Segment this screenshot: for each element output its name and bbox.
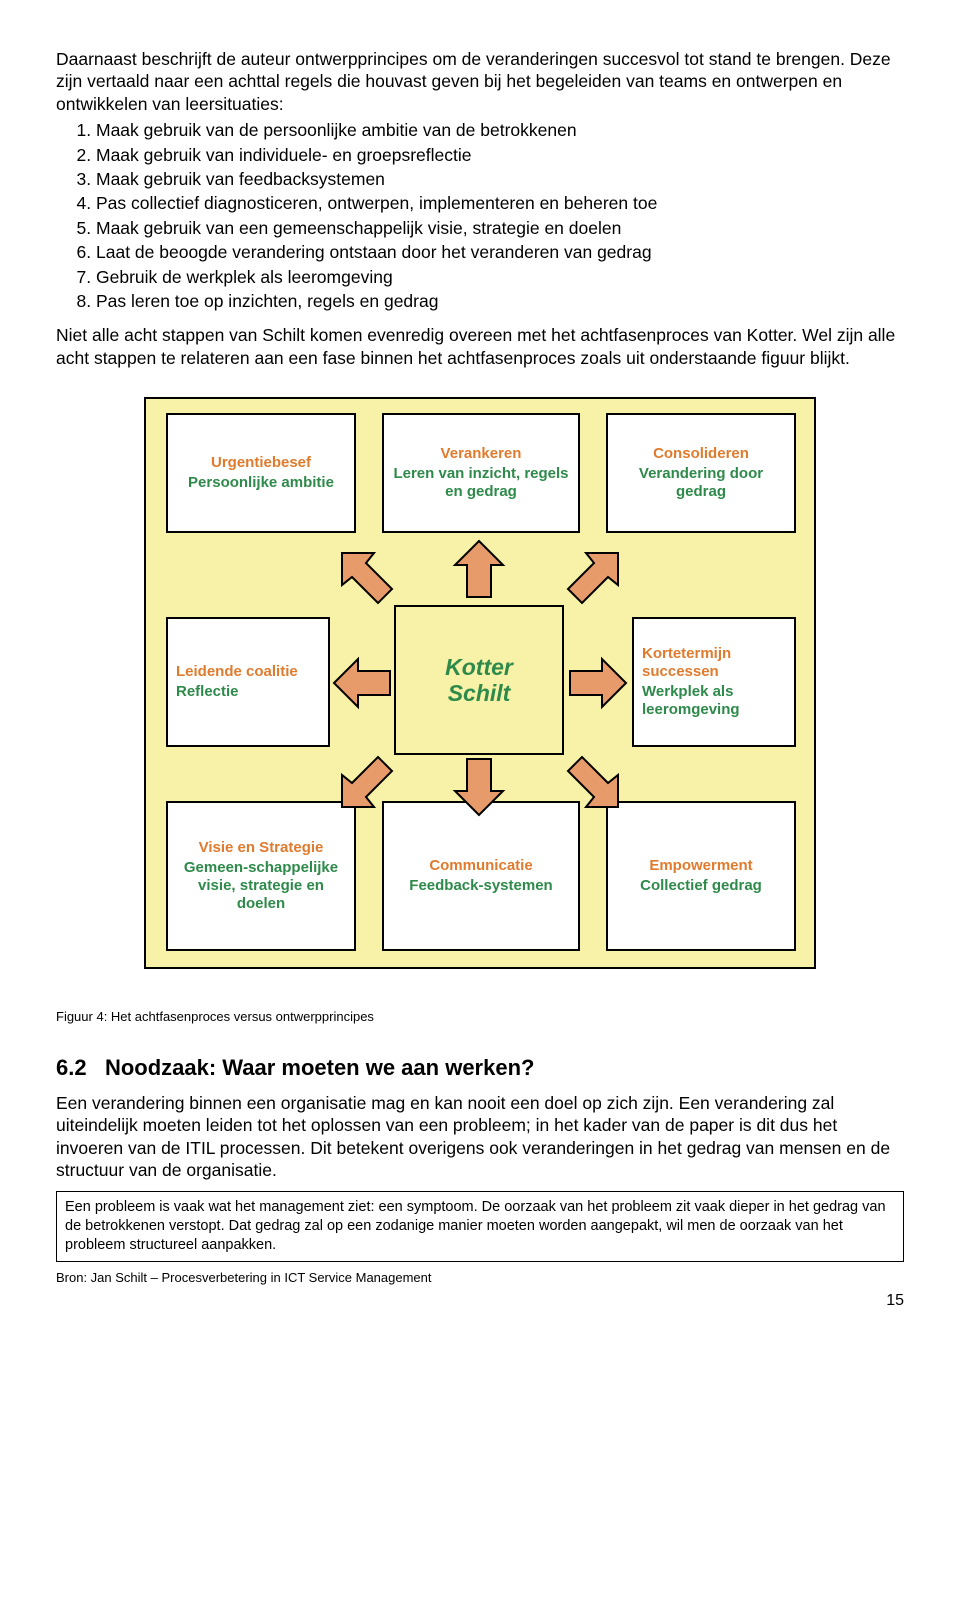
intro-paragraph-1: Daarnaast beschrijft de auteur ontwerppr… — [56, 48, 904, 115]
box-center-kotter-schilt: Kotter Schilt — [394, 605, 564, 755]
arrow-up-icon — [449, 539, 509, 599]
figure-caption: Figuur 4: Het achtfasenproces versus ont… — [56, 1009, 904, 1026]
arrow-up-right-icon — [562, 549, 622, 609]
arrow-down-left-icon — [338, 751, 398, 811]
box-consolideren: Consolideren Verandering door gedrag — [606, 413, 796, 533]
box-title: Verankeren — [441, 445, 522, 463]
list-item: Maak gebruik van individuele- en groepsr… — [96, 144, 904, 166]
arrow-up-left-icon — [338, 549, 398, 609]
center-line-2: Schilt — [448, 680, 511, 706]
box-leidende-coalitie: Leidende coalitie Reflectie — [166, 617, 330, 747]
list-item: Pas leren toe op inzichten, regels en ge… — [96, 290, 904, 312]
box-subtitle: Gemeen-schappelijke visie, strategie en … — [176, 859, 346, 913]
box-title: Urgentiebesef — [211, 454, 311, 472]
box-title: Kortetermijn successen — [642, 645, 786, 681]
kotter-schilt-diagram: Urgentiebesef Persoonlijke ambitie Veran… — [144, 397, 816, 969]
quote-box: Een probleem is vaak wat het management … — [56, 1191, 904, 1262]
page-number: 15 — [56, 1291, 904, 1311]
heading-number: 6.2 — [56, 1055, 87, 1080]
box-visie-strategie: Visie en Strategie Gemeen-schappelijke v… — [166, 801, 356, 951]
principles-list: Maak gebruik van de persoonlijke ambitie… — [96, 119, 904, 312]
box-subtitle: Reflectie — [176, 683, 239, 701]
list-item: Laat de beoogde verandering ontstaan doo… — [96, 241, 904, 263]
center-line-1: Kotter — [445, 654, 513, 680]
heading-text: Noodzaak: Waar moeten we aan werken? — [105, 1055, 535, 1080]
box-subtitle: Collectief gedrag — [640, 877, 762, 895]
source-line: Bron: Jan Schilt – Procesverbetering in … — [56, 1270, 904, 1287]
box-subtitle: Feedback-systemen — [409, 877, 552, 895]
box-title: Empowerment — [649, 857, 752, 875]
box-empowerment: Empowerment Collectief gedrag — [606, 801, 796, 951]
section-heading: 6.2 Noodzaak: Waar moeten we aan werken? — [56, 1054, 904, 1082]
list-item: Pas collectief diagnosticeren, ontwerpen… — [96, 192, 904, 214]
diagram-container: Urgentiebesef Persoonlijke ambitie Veran… — [144, 397, 816, 969]
intro-paragraph-2: Niet alle acht stappen van Schilt komen … — [56, 324, 904, 369]
box-title: Communicatie — [429, 857, 532, 875]
box-subtitle: Verandering door gedrag — [616, 465, 786, 501]
arrow-right-icon — [568, 653, 628, 713]
list-item: Maak gebruik van een gemeenschappelijk v… — [96, 217, 904, 239]
arrow-down-icon — [449, 757, 509, 817]
list-item: Gebruik de werkplek als leeromgeving — [96, 266, 904, 288]
box-kortetermijn: Kortetermijn successen Werkplek als leer… — [632, 617, 796, 747]
box-title: Consolideren — [653, 445, 749, 463]
arrow-down-right-icon — [562, 751, 622, 811]
list-item: Maak gebruik van feedbacksystemen — [96, 168, 904, 190]
box-title: Leidende coalitie — [176, 663, 298, 681]
box-verankeren: Verankeren Leren van inzicht, regels en … — [382, 413, 580, 533]
box-title: Visie en Strategie — [199, 839, 324, 857]
box-subtitle: Leren van inzicht, regels en gedrag — [392, 465, 570, 501]
box-subtitle: Persoonlijke ambitie — [188, 474, 334, 492]
box-communicatie: Communicatie Feedback-systemen — [382, 801, 580, 951]
section-paragraph: Een verandering binnen een organisatie m… — [56, 1092, 904, 1182]
box-subtitle: Werkplek als leeromgeving — [642, 683, 786, 719]
arrow-left-icon — [332, 653, 392, 713]
box-urgentiebesef: Urgentiebesef Persoonlijke ambitie — [166, 413, 356, 533]
list-item: Maak gebruik van de persoonlijke ambitie… — [96, 119, 904, 141]
